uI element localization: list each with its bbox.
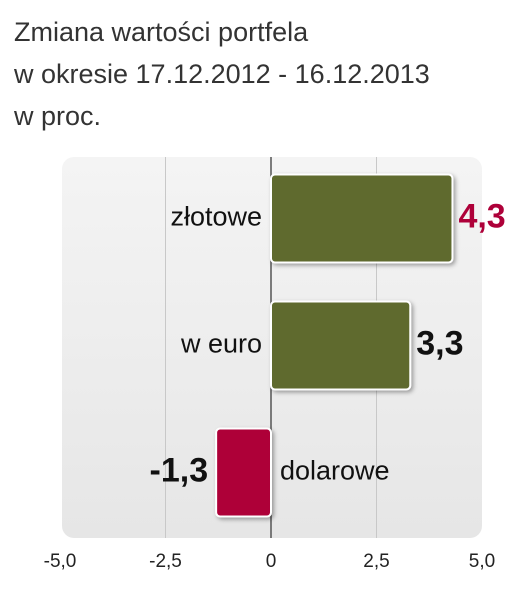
value-label: 3,3 bbox=[416, 324, 463, 362]
value-label: 4,3 bbox=[458, 197, 505, 235]
x-tick-label: 5,0 bbox=[469, 551, 495, 572]
x-tick-label: 2,5 bbox=[363, 551, 389, 572]
category-label: dolarowe bbox=[280, 456, 390, 486]
x-tick-label: -2,5 bbox=[149, 551, 182, 572]
chart-title: w okresie 17.12.2012 - 16.12.2013 bbox=[13, 59, 430, 89]
x-tick-label: -5,0 bbox=[44, 551, 77, 572]
chart-title: w proc. bbox=[13, 101, 101, 131]
chart-title: Zmiana wartości portfela bbox=[14, 17, 309, 47]
x-tick-label: 0 bbox=[266, 551, 277, 572]
bar bbox=[270, 300, 412, 391]
category-label: złotowe bbox=[170, 202, 262, 232]
bar bbox=[270, 173, 454, 264]
category-label: w euro bbox=[180, 329, 262, 359]
value-label: -1,3 bbox=[150, 451, 209, 489]
bar bbox=[215, 427, 272, 518]
